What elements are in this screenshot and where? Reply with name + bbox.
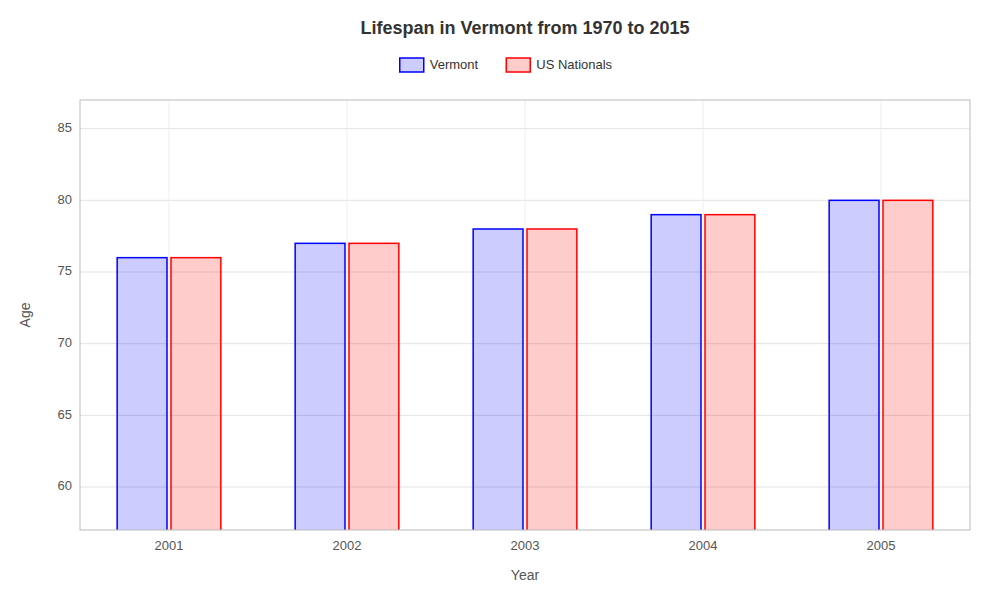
- plot-frame: [80, 100, 970, 530]
- y-tick-label: 85: [58, 120, 72, 135]
- y-tick-label: 65: [58, 407, 72, 422]
- legend: Vermont US Nationals: [400, 57, 613, 72]
- x-tick-label: 2004: [689, 538, 718, 553]
- bar: [295, 243, 345, 530]
- bar: [705, 215, 755, 530]
- bar: [829, 200, 879, 530]
- y-tick-label: 75: [58, 263, 72, 278]
- bar: [473, 229, 523, 530]
- title: Lifespan in Vermont from 1970 to 2015: [360, 18, 689, 38]
- x-tick-label: 2002: [333, 538, 362, 553]
- legend-label: US Nationals: [536, 57, 612, 72]
- x-axis: 2001 2002 2003 2004 2005: [155, 538, 896, 553]
- bar: [171, 258, 221, 530]
- legend-swatch: [400, 58, 424, 72]
- x-tick-label: 2001: [155, 538, 184, 553]
- x-grid-line: [347, 100, 348, 530]
- x-tick-label: 2005: [867, 538, 896, 553]
- bar: [651, 215, 701, 530]
- x-grid-line: [881, 100, 882, 530]
- x-tick-label: 2003: [511, 538, 540, 553]
- legend-swatch: [506, 58, 530, 72]
- bar: [349, 243, 399, 530]
- y-tick-label: 80: [58, 192, 72, 207]
- x-grid-line: [703, 100, 704, 530]
- legend-label: Vermont: [430, 57, 479, 72]
- x-grid-line: [169, 100, 170, 530]
- bar: [527, 229, 577, 530]
- bar: [883, 200, 933, 530]
- x-axis-label: Year: [511, 567, 540, 583]
- y-tick-label: 70: [58, 335, 72, 350]
- bars: [117, 200, 933, 530]
- bar: [117, 258, 167, 530]
- chart: 60 65 70 75 80 85 2001 2002 2003 2004 2005 Year Age L…: [0, 0, 1000, 600]
- x-grid-line: [525, 100, 526, 530]
- y-axis: 60 65 70 75 80 85: [58, 120, 72, 493]
- y-tick-label: 60: [58, 478, 72, 493]
- y-axis-label: Age: [17, 302, 33, 327]
